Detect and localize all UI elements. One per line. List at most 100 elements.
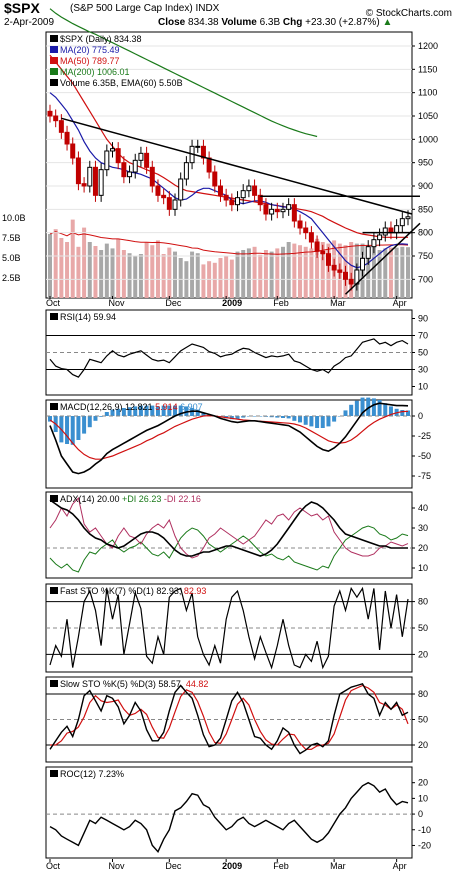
macd-tick-label: -25 — [418, 431, 431, 441]
price-candle-body — [70, 143, 76, 159]
macd-histogram-bar — [406, 410, 410, 416]
macd-signal-line — [49, 410, 409, 460]
price-candle-body — [161, 194, 167, 199]
macd-histogram-bar — [201, 412, 206, 416]
roc-tick-label: -10 — [418, 825, 431, 835]
price-candle-body — [314, 241, 320, 252]
price-candle-body — [291, 204, 297, 222]
volume-bar — [275, 248, 280, 298]
volume-bar — [224, 256, 229, 298]
macd-histogram-bar — [343, 410, 348, 416]
roc-panel — [45, 766, 413, 859]
volume-bar — [82, 227, 87, 298]
price-candle-body — [183, 162, 189, 180]
macd-histogram-bar — [286, 416, 291, 419]
volume-bar — [65, 242, 70, 298]
volume-bar — [87, 242, 92, 298]
adx-line — [49, 499, 408, 557]
macd-histogram-bar — [332, 416, 337, 422]
watermark: © StockCharts.com — [365, 8, 452, 19]
macd-histogram-bar — [161, 405, 166, 416]
adx-legend-part: -DI 22.16 — [161, 494, 201, 504]
volume-bar — [167, 247, 172, 298]
rsi-tick-label: 10 — [418, 382, 428, 392]
fast-sto-legend-part: 82.93 — [181, 586, 206, 596]
price-legend-entry: Volume 6.35B, EMA(60) 5.50B — [60, 78, 183, 88]
macd-histogram-bar — [229, 416, 234, 420]
price-candle-body — [252, 185, 258, 196]
volume-bar — [292, 243, 297, 298]
price-candle-body — [81, 183, 87, 187]
macd-histogram-bar — [76, 416, 81, 440]
volume-bar — [241, 250, 246, 298]
volume-bar — [150, 245, 155, 298]
adx-tick-label: 40 — [418, 503, 428, 513]
price-candle-body — [53, 115, 59, 122]
volume-bar — [104, 243, 109, 298]
fast-sto-tick-label: 20 — [418, 649, 428, 659]
macd-histogram-bar — [269, 416, 274, 418]
volume-bar — [76, 246, 81, 298]
volume-bar — [377, 250, 382, 298]
price-month-label: Apr — [393, 298, 407, 308]
bottom-month-label: Feb — [273, 861, 289, 871]
volume-tick-label: 2.5B — [2, 273, 21, 283]
price-candle-body — [115, 148, 121, 164]
price-month-label: Oct — [46, 298, 61, 308]
downtrend-line — [61, 117, 413, 215]
price-candle-body — [87, 166, 93, 187]
price-candle-body — [246, 185, 252, 192]
rsi-tick-label: 30 — [418, 365, 428, 375]
macd-histogram-bar — [388, 406, 393, 416]
adx-legend: ADX(14) 20.00 +DI 26.23 -DI 22.16 — [60, 494, 201, 504]
macd-histogram-bar — [326, 416, 331, 427]
price-candle-body — [155, 185, 161, 196]
price-candle-body — [360, 257, 366, 271]
macd-legend-part: MACD(12,26,9) 12.821 — [60, 402, 153, 412]
price-tick-label: 1000 — [418, 134, 438, 144]
price-tick-label: 950 — [418, 158, 433, 168]
volume-bar — [371, 246, 376, 298]
volume-bar — [99, 250, 104, 298]
bottom-month-label: Nov — [109, 861, 126, 871]
volume-bar — [48, 234, 52, 298]
volume-bar — [161, 254, 166, 298]
price-candle-body — [200, 145, 206, 159]
macd-histogram-bar — [121, 408, 126, 416]
macd-histogram-bar — [309, 416, 314, 427]
ticker-symbol: $SPX — [4, 0, 40, 16]
macd-histogram-bar — [104, 412, 109, 416]
exchange-code: INDX — [195, 3, 220, 14]
price-candle-body — [172, 199, 178, 210]
roc-line — [49, 781, 409, 853]
volume-bar — [286, 242, 291, 298]
volume-bar — [269, 251, 274, 298]
price-candle-body — [263, 204, 269, 215]
macd-histogram-bar — [138, 405, 143, 416]
price-candle-body — [58, 120, 64, 133]
volume-bar — [201, 264, 206, 298]
volume-bar — [349, 242, 354, 298]
ma20-line — [49, 92, 409, 269]
macd-histogram-bar — [383, 403, 388, 416]
price-candle-body — [399, 218, 405, 227]
macd-histogram-bar — [65, 416, 70, 444]
volume-bar — [298, 245, 303, 298]
macd-histogram-bar — [93, 416, 98, 421]
price-candle-body — [377, 234, 383, 241]
volume-bar — [190, 251, 195, 298]
price-candle-body — [286, 204, 292, 210]
close-value: 834.38 — [188, 17, 219, 28]
macd-tick-label: 0 — [418, 411, 423, 421]
price-legend-swatch — [50, 57, 58, 64]
adx-tick-label: 10 — [418, 563, 428, 573]
price-candle-body — [75, 157, 81, 185]
macd-histogram-bar — [371, 398, 376, 416]
price-candle-body — [297, 220, 303, 229]
macd-histogram-bar — [173, 405, 178, 416]
volume-bar — [70, 219, 75, 298]
price-candle-body — [280, 208, 286, 213]
volume-bar — [116, 238, 121, 298]
price-candle-body — [342, 271, 348, 280]
bottom-month-label: Oct — [46, 861, 61, 871]
